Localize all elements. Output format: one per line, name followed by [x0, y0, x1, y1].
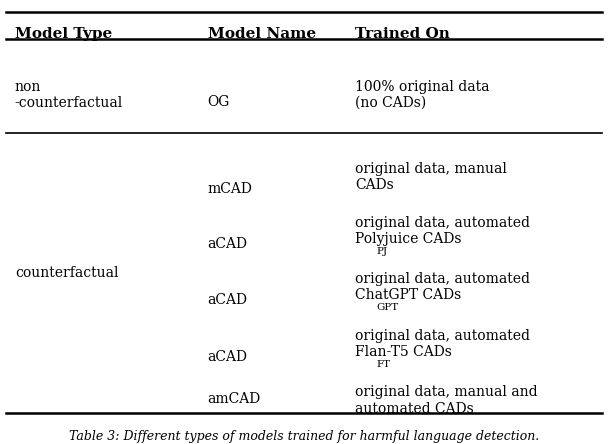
Text: original data, manual
CADs: original data, manual CADs [355, 162, 507, 192]
Text: 100% original data
(no CADs): 100% original data (no CADs) [355, 80, 489, 110]
Text: PJ: PJ [376, 247, 387, 256]
Text: aCAD: aCAD [207, 293, 247, 307]
Text: aCAD: aCAD [207, 237, 247, 251]
Text: Model Name: Model Name [207, 27, 316, 41]
Text: Model Type: Model Type [15, 27, 112, 41]
Text: Trained On: Trained On [355, 27, 450, 41]
Text: original data, automated
Polyjuice CADs: original data, automated Polyjuice CADs [355, 216, 530, 246]
Text: counterfactual: counterfactual [15, 266, 119, 280]
Text: original data, automated
ChatGPT CADs: original data, automated ChatGPT CADs [355, 272, 530, 302]
Text: non
-counterfactual: non -counterfactual [15, 80, 123, 110]
Text: aCAD: aCAD [207, 350, 247, 364]
Text: Table 3: Different types of models trained for harmful language detection.: Table 3: Different types of models train… [69, 430, 539, 443]
Text: mCAD: mCAD [207, 182, 252, 196]
Text: original data, manual and
automated CADs: original data, manual and automated CADs [355, 385, 538, 416]
Text: original data, automated
Flan-T5 CADs: original data, automated Flan-T5 CADs [355, 329, 530, 359]
Text: GPT: GPT [376, 303, 398, 312]
Text: FT: FT [376, 360, 390, 369]
Text: amCAD: amCAD [207, 392, 261, 406]
Text: OG: OG [207, 95, 230, 109]
